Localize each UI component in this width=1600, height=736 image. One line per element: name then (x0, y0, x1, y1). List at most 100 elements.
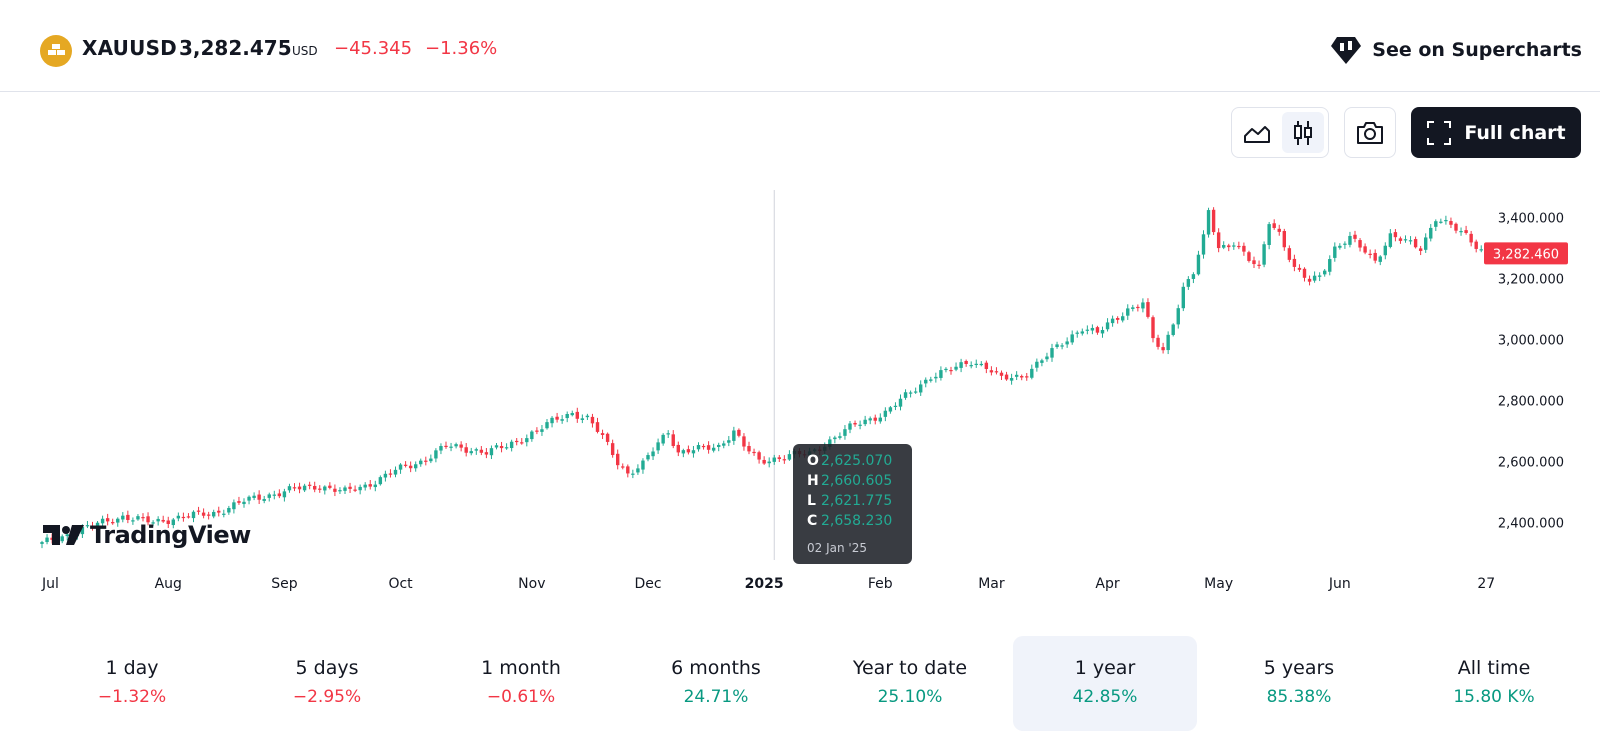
candle (1186, 276, 1191, 290)
candle (1368, 249, 1372, 259)
candle (575, 407, 579, 423)
candle (691, 445, 696, 458)
candle (787, 450, 792, 461)
period-change: 85.38% (1266, 687, 1332, 707)
candle (1151, 315, 1155, 343)
candle (1383, 242, 1387, 260)
candle (545, 419, 549, 430)
candle (338, 487, 342, 494)
candle (1398, 236, 1403, 244)
price-chart[interactable]: 2,400.000 2,600.000 2,800.000 3,000.000 3,20… (0, 0, 1600, 600)
period-change: −2.95% (292, 687, 362, 707)
candle (1009, 373, 1014, 385)
candle (706, 441, 711, 454)
candle (1070, 330, 1074, 345)
candle (944, 367, 948, 373)
x-tick-label: Apr (1095, 576, 1119, 592)
symbol-name: XAUUSD (82, 36, 177, 60)
candle (1060, 343, 1064, 350)
candle (984, 360, 989, 374)
candle (1282, 228, 1286, 251)
candle (610, 439, 615, 458)
candle (525, 434, 529, 447)
candle (247, 495, 251, 505)
y-tick-label: 3,000.000 (1498, 334, 1564, 349)
candle (1429, 224, 1433, 242)
candle (1257, 260, 1261, 269)
candle (934, 372, 938, 383)
tradingview-watermark: TradingView (42, 521, 251, 549)
candle (1252, 256, 1256, 268)
candle (580, 414, 585, 424)
candle (201, 508, 206, 519)
candle (676, 441, 680, 457)
candle (368, 480, 372, 490)
period-6-months[interactable]: 6 months 24.71% (624, 636, 808, 731)
candle (1121, 312, 1125, 323)
candlestick-icon (1294, 120, 1312, 145)
period-1-day[interactable]: 1 day −1.32% (40, 636, 224, 731)
candle (373, 480, 377, 492)
snapshot-button[interactable] (1344, 107, 1396, 158)
candle (646, 452, 650, 462)
tooltip-high-key: H (807, 473, 819, 489)
candle (833, 435, 837, 444)
candle (969, 361, 973, 369)
candle (1469, 230, 1473, 247)
candle (732, 426, 736, 445)
candle (565, 411, 569, 423)
x-tick-label: Nov (518, 576, 545, 592)
candle (1267, 221, 1271, 250)
candle (378, 475, 383, 486)
candle (176, 512, 181, 522)
candle (439, 443, 443, 455)
candle (878, 413, 882, 424)
candle (1176, 304, 1180, 329)
period-5-years[interactable]: 5 years 85.38% (1207, 636, 1391, 731)
x-tick-label: Oct (388, 576, 413, 592)
period-1-month[interactable]: 1 month −0.61% (429, 636, 613, 731)
y-tick-label: 2,400.000 (1498, 517, 1564, 532)
candle (1237, 241, 1241, 250)
see-on-supercharts-link[interactable]: See on Supercharts (1330, 33, 1582, 67)
candle (1075, 330, 1079, 338)
candle (1126, 304, 1130, 320)
period-5-days[interactable]: 5 days −2.95% (235, 636, 419, 731)
candle (1080, 328, 1084, 336)
candle (651, 447, 655, 461)
candle (1439, 218, 1443, 224)
candle (393, 466, 398, 478)
x-tick-label: Mar (978, 576, 1005, 592)
candle (95, 521, 100, 529)
period-year-to-date[interactable]: Year to date 25.10% (818, 636, 1002, 731)
candlestick-chart-button[interactable] (1282, 112, 1324, 153)
line-chart-button[interactable] (1236, 112, 1278, 153)
candle (848, 420, 852, 434)
area-line-chart-icon (1244, 125, 1270, 143)
candle (1277, 224, 1281, 236)
candle (191, 510, 196, 523)
full-chart-button[interactable]: Full chart (1411, 107, 1581, 158)
period-label: All time (1457, 657, 1531, 679)
candle (1449, 217, 1453, 229)
period-all-time[interactable]: All time 15.80 K% (1402, 636, 1586, 731)
candle (348, 482, 352, 494)
candle (701, 443, 706, 450)
candle (85, 520, 90, 529)
candle (333, 484, 337, 497)
candle (964, 359, 968, 367)
tradingview-logo-icon (43, 525, 84, 545)
candle (1115, 316, 1120, 324)
period-label: 1 day (105, 657, 159, 679)
candle (863, 415, 867, 427)
period-1-year[interactable]: 1 year 42.85% (1013, 636, 1197, 731)
candle (767, 457, 771, 468)
candle (631, 469, 635, 479)
x-tick-label: Aug (155, 576, 182, 592)
candle (1025, 372, 1029, 381)
candle (550, 416, 554, 428)
candle (661, 433, 665, 446)
candle (161, 515, 165, 523)
candle (419, 458, 423, 467)
candle (1100, 326, 1105, 338)
